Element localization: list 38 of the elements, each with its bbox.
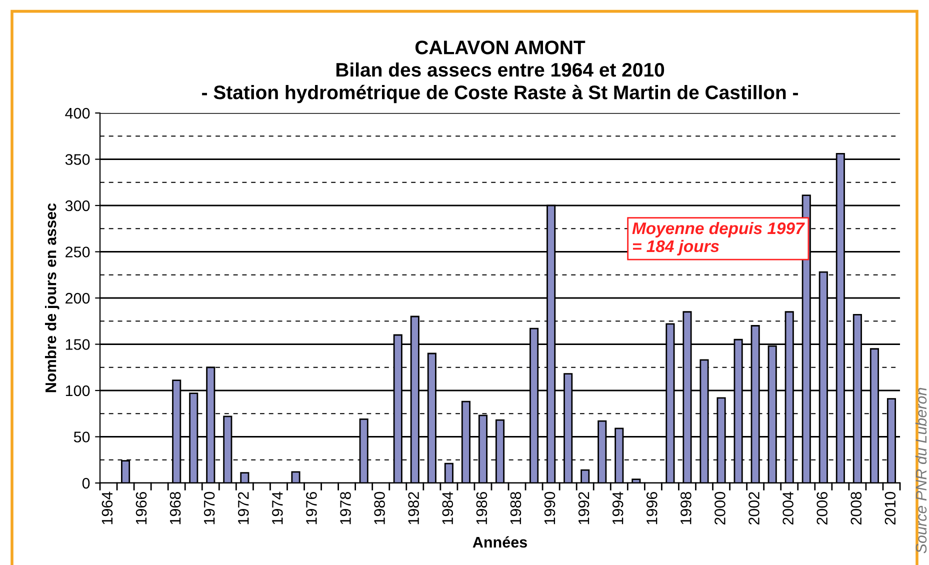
- x-tick-label: 1970: [204, 492, 215, 524]
- x-tick-label: 1974: [272, 492, 283, 524]
- x-tick-label: 1980: [374, 492, 385, 524]
- x-tick-label: 2008: [850, 492, 862, 525]
- x-axis-title: Années: [472, 536, 527, 548]
- x-tick-label: 2000: [714, 492, 726, 525]
- x-tick-label: 1976: [306, 492, 317, 524]
- y-tick-label: 300: [65, 200, 90, 212]
- x-tick-label: 1978: [340, 492, 351, 524]
- y-tick-label: 250: [66, 246, 90, 258]
- x-tick-label: 1986: [476, 492, 488, 524]
- y-tick-label: 0: [82, 478, 90, 489]
- y-tick-label: 200: [66, 292, 90, 304]
- x-tick-label: 1996: [646, 492, 658, 524]
- x-tick-label: 2004: [782, 492, 794, 525]
- x-tick-label: 1988: [510, 492, 522, 524]
- x-tick-label: 1990: [544, 492, 556, 524]
- y-tick-label: 100: [66, 385, 90, 396]
- y-tick-label: 400: [65, 108, 90, 119]
- y-tick-label: 350: [65, 154, 90, 165]
- x-tick-label: 2010: [884, 492, 896, 525]
- x-tick-label: 1968: [170, 492, 181, 524]
- annotation: Moyenne depuis 1997 = 184 jours: [632, 222, 805, 256]
- x-tick-label: 1994: [612, 492, 624, 524]
- y-tick-label: 150: [66, 339, 90, 350]
- x-tick-label: 1966: [136, 492, 147, 524]
- y-axis-title: Nombre de jours en assec: [44, 203, 60, 392]
- x-tick-label: 1998: [680, 492, 692, 524]
- x-tick-label: 2006: [816, 492, 828, 525]
- source-note: Source PNR du Luberon: [915, 388, 927, 554]
- y-tick-label: 50: [74, 432, 90, 442]
- x-tick-label: 1972: [238, 492, 249, 524]
- x-tick-label: 1964: [102, 492, 113, 524]
- x-tick-label: 1984: [442, 492, 454, 524]
- chart-title: CALAVON AMONT Bilan des assecs entre 1964 et 2010 - Station hydrométrique de Coste Raste à St Martin de Castillon -: [202, 40, 798, 104]
- x-tick-label: 1982: [408, 492, 419, 524]
- x-tick-label: 1992: [578, 492, 590, 524]
- x-tick-label: 2002: [748, 492, 760, 525]
